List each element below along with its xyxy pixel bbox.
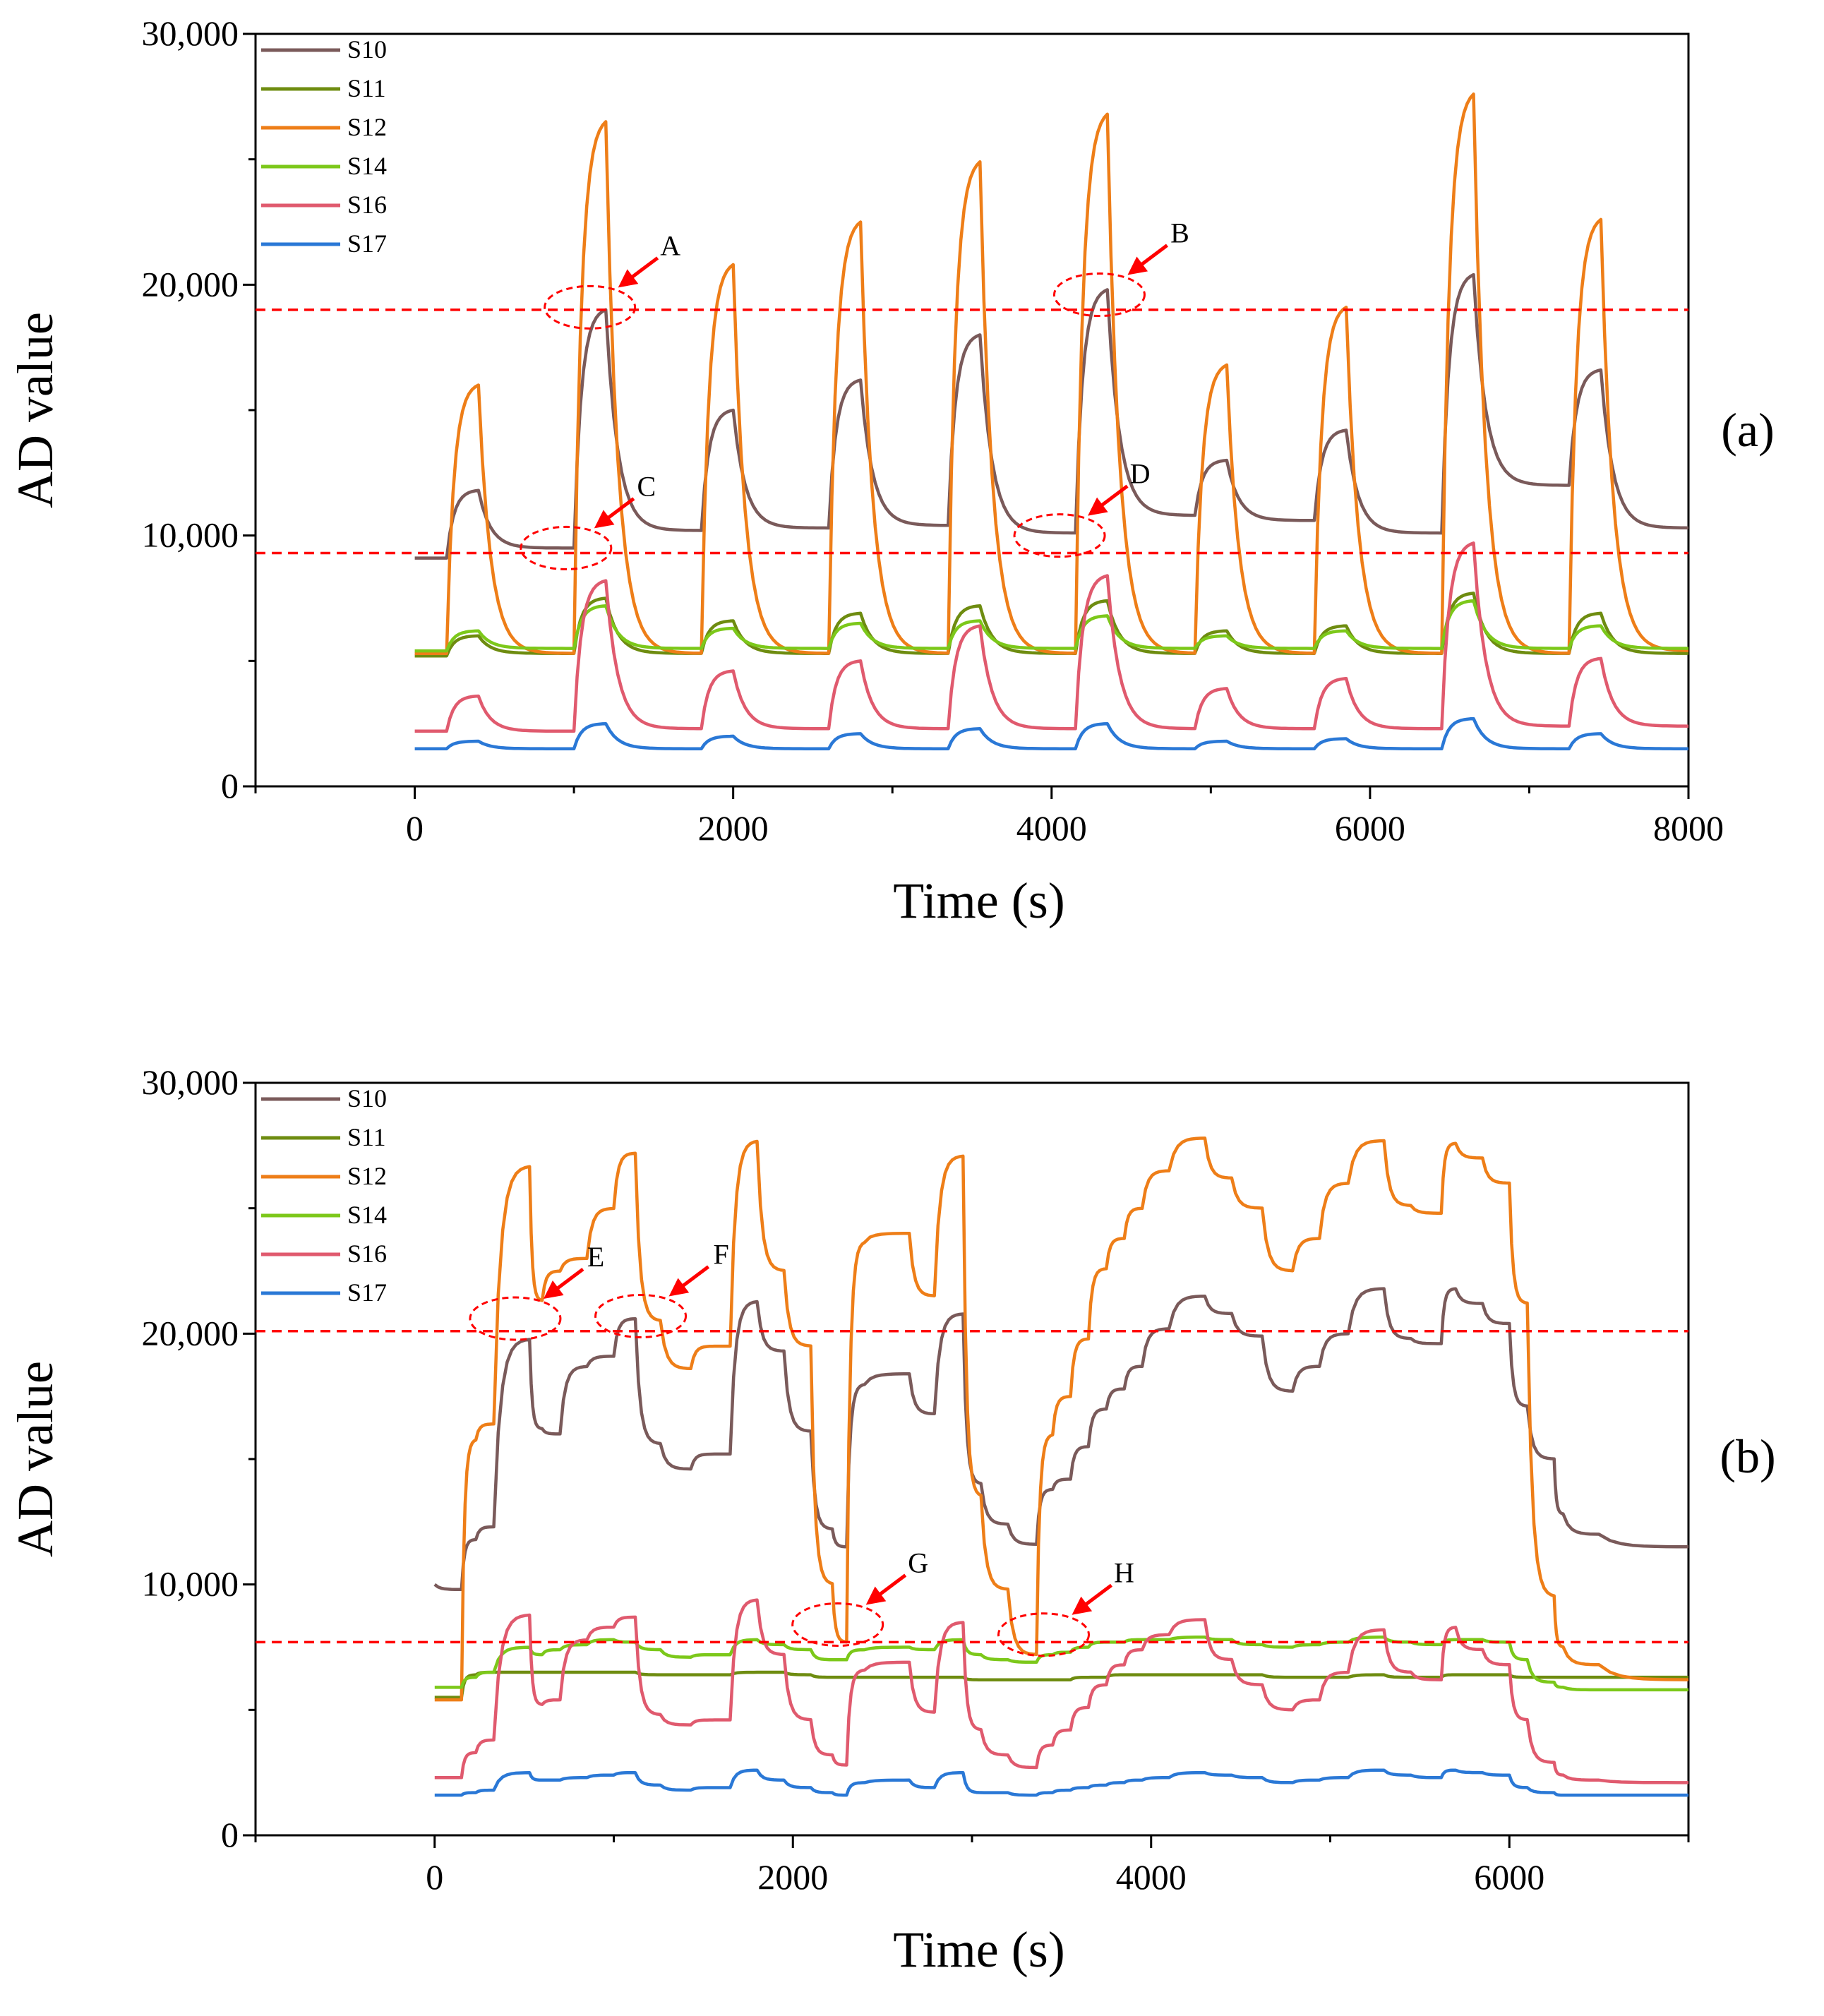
panel-b: 0 10,000 20,000 30,000 0 2000 4000 6000 Time (s)…: [7, 1062, 1776, 1978]
x-tick-label: 8000: [1653, 808, 1724, 848]
y-axis-title: AD value: [7, 312, 64, 508]
legend-label-s16: S16: [347, 1240, 387, 1268]
y-tick-label: 0: [221, 1815, 239, 1854]
series-line-s17: [434, 1768, 1688, 1797]
x-tick-label: 2000: [757, 1857, 828, 1897]
x-tick-label: 6000: [1335, 808, 1405, 848]
annotation-arrowhead-c: [594, 510, 615, 529]
annotation-arrowhead-d: [1088, 497, 1108, 516]
legend-label-s14: S14: [347, 152, 387, 180]
x-tick-label: 0: [406, 808, 424, 848]
y-tick-label: 20,000: [142, 264, 239, 304]
annotation-arrowhead-g: [865, 1586, 887, 1605]
series-line-s17: [414, 716, 1688, 750]
annotation-arrowhead-b: [1127, 256, 1148, 275]
y-axis-title: AD value: [7, 1361, 64, 1557]
legend-label-s12: S12: [347, 1162, 387, 1190]
panel-a: 0 10,000 20,000 30,000 0 2000 4000 6000 8000 Time…: [7, 13, 1775, 929]
plot-area: [414, 92, 1688, 750]
series-line-s12: [434, 1136, 1688, 1702]
legend-label-s17: S17: [347, 1278, 387, 1307]
legend-label-s11: S11: [347, 1123, 386, 1151]
annotation-arrowhead-e: [543, 1280, 564, 1300]
annotation-ellipse-a: [544, 284, 637, 330]
series-line-s12: [414, 92, 1688, 655]
series-line-s11: [414, 592, 1688, 658]
series-line-s11: [434, 1670, 1688, 1699]
series-line-s14: [414, 599, 1688, 653]
annotation-ellipse-e: [469, 1296, 562, 1341]
annotation-label-b: B: [1170, 217, 1189, 249]
x-axis-title: Time (s): [893, 1921, 1064, 1978]
annotation-ellipse-c: [520, 525, 613, 570]
annotation-label-d: D: [1130, 458, 1151, 490]
x-axis-title: Time (s): [893, 872, 1064, 929]
annotation-label-c: C: [637, 470, 656, 502]
annotation-ellipse-g: [791, 1602, 884, 1648]
y-tick-label: 30,000: [142, 1062, 239, 1102]
annotation-arrowhead-a: [618, 269, 639, 288]
y-tick-label: 10,000: [142, 515, 239, 555]
x-tick-label: 6000: [1474, 1857, 1544, 1897]
series-line-s10: [414, 272, 1688, 560]
annotation-label-h: H: [1114, 1557, 1134, 1589]
annotation-ellipse-f: [594, 1293, 688, 1338]
annotation-label-f: F: [713, 1238, 728, 1270]
legend-label-s16: S16: [347, 191, 387, 219]
legend-label-s12: S12: [347, 113, 387, 141]
annotation-ellipse-h: [997, 1612, 1090, 1657]
annotation-ellipse-d: [1013, 513, 1106, 558]
y-tick-label: 10,000: [142, 1564, 239, 1604]
legend-label-s10: S10: [347, 1084, 387, 1112]
legend-label-s14: S14: [347, 1201, 387, 1229]
annotation-label-g: G: [908, 1547, 928, 1579]
series-line-s16: [414, 541, 1688, 733]
x-tick-label: 2000: [698, 808, 769, 848]
annotation-ellipse-b: [1052, 272, 1146, 318]
series-line-s16: [434, 1598, 1688, 1784]
series-line-s10: [433, 1287, 1688, 1591]
x-tick-label: 0: [426, 1857, 443, 1897]
legend: S10 S11 S12 S14 S16 S17: [261, 1084, 387, 1307]
legend-label-s11: S11: [347, 74, 386, 102]
annotation-arrowhead-h: [1072, 1596, 1093, 1615]
panel-label-b: (b): [1720, 1429, 1775, 1483]
panel-label-a: (a): [1721, 403, 1774, 457]
y-tick-label: 0: [221, 766, 239, 805]
legend-label-s10: S10: [347, 35, 387, 64]
annotation-label-a: A: [660, 229, 680, 261]
x-tick-label: 4000: [1116, 1857, 1187, 1897]
legend: S10 S11 S12 S14 S16 S17: [261, 35, 387, 258]
y-tick-label: 20,000: [142, 1313, 239, 1352]
annotation-arrowhead-f: [668, 1278, 690, 1297]
y-tick-label: 30,000: [142, 13, 239, 53]
annotation-label-e: E: [587, 1241, 604, 1273]
plot-area: [433, 1136, 1688, 1797]
legend-label-s17: S17: [347, 229, 387, 258]
x-tick-label: 4000: [1016, 808, 1087, 848]
